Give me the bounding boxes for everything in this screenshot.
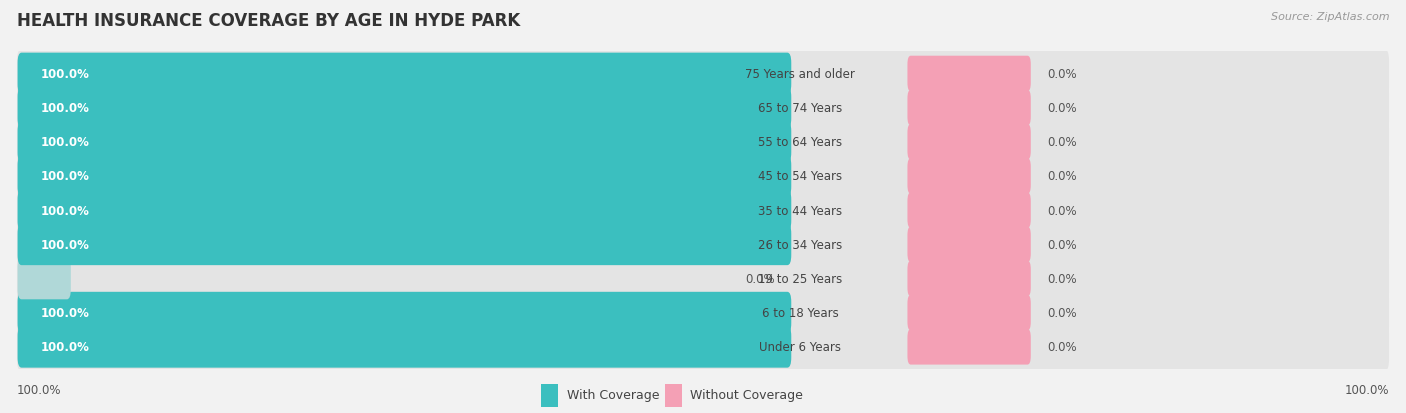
Text: 26 to 34 Years: 26 to 34 Years [758,238,842,251]
Text: 19 to 25 Years: 19 to 25 Years [758,272,842,285]
FancyBboxPatch shape [17,118,1389,167]
FancyBboxPatch shape [18,326,792,368]
Text: 100.0%: 100.0% [41,340,90,354]
FancyBboxPatch shape [907,261,1031,297]
Text: 0.0%: 0.0% [1047,204,1077,217]
FancyBboxPatch shape [17,323,1389,371]
FancyBboxPatch shape [17,186,1389,235]
Text: Without Coverage: Without Coverage [690,388,803,401]
Text: 0.0%: 0.0% [1047,136,1077,149]
FancyBboxPatch shape [17,289,1389,337]
FancyBboxPatch shape [907,159,1031,194]
FancyBboxPatch shape [18,190,792,231]
Text: HEALTH INSURANCE COVERAGE BY AGE IN HYDE PARK: HEALTH INSURANCE COVERAGE BY AGE IN HYDE… [17,12,520,30]
Text: 100.0%: 100.0% [41,68,90,81]
FancyBboxPatch shape [907,227,1031,262]
Text: 100.0%: 100.0% [41,204,90,217]
Text: 0.0%: 0.0% [1047,68,1077,81]
Text: 100.0%: 100.0% [41,102,90,115]
FancyBboxPatch shape [18,54,792,95]
Text: 0.0%: 0.0% [1047,238,1077,251]
Text: 45 to 54 Years: 45 to 54 Years [758,170,842,183]
FancyBboxPatch shape [18,224,792,266]
Text: 55 to 64 Years: 55 to 64 Years [758,136,842,149]
FancyBboxPatch shape [18,122,792,163]
Text: 0.0%: 0.0% [1047,306,1077,319]
Text: 0.0%: 0.0% [1047,170,1077,183]
FancyBboxPatch shape [18,258,70,299]
FancyBboxPatch shape [18,88,792,129]
FancyBboxPatch shape [18,292,792,334]
FancyBboxPatch shape [17,221,1389,269]
Text: 35 to 44 Years: 35 to 44 Years [758,204,842,217]
Text: 100.0%: 100.0% [17,384,62,396]
FancyBboxPatch shape [17,50,1389,98]
Text: 100.0%: 100.0% [41,170,90,183]
FancyBboxPatch shape [907,193,1031,228]
Text: 0.0%: 0.0% [1047,272,1077,285]
FancyBboxPatch shape [17,152,1389,201]
FancyBboxPatch shape [907,90,1031,126]
Text: 100.0%: 100.0% [41,238,90,251]
Text: 100.0%: 100.0% [41,306,90,319]
Text: 0.0%: 0.0% [745,272,775,285]
Text: 65 to 74 Years: 65 to 74 Years [758,102,842,115]
Text: 0.0%: 0.0% [1047,102,1077,115]
Text: 6 to 18 Years: 6 to 18 Years [762,306,839,319]
FancyBboxPatch shape [17,254,1389,303]
FancyBboxPatch shape [907,57,1031,92]
Text: Under 6 Years: Under 6 Years [759,340,841,354]
FancyBboxPatch shape [907,125,1031,160]
FancyBboxPatch shape [907,329,1031,365]
Text: 75 Years and older: 75 Years and older [745,68,855,81]
Text: Source: ZipAtlas.com: Source: ZipAtlas.com [1271,12,1389,22]
Text: 0.0%: 0.0% [1047,340,1077,354]
FancyBboxPatch shape [907,295,1031,331]
Text: With Coverage: With Coverage [567,388,659,401]
Text: 100.0%: 100.0% [1344,384,1389,396]
FancyBboxPatch shape [17,84,1389,133]
Text: 100.0%: 100.0% [41,136,90,149]
FancyBboxPatch shape [18,156,792,197]
